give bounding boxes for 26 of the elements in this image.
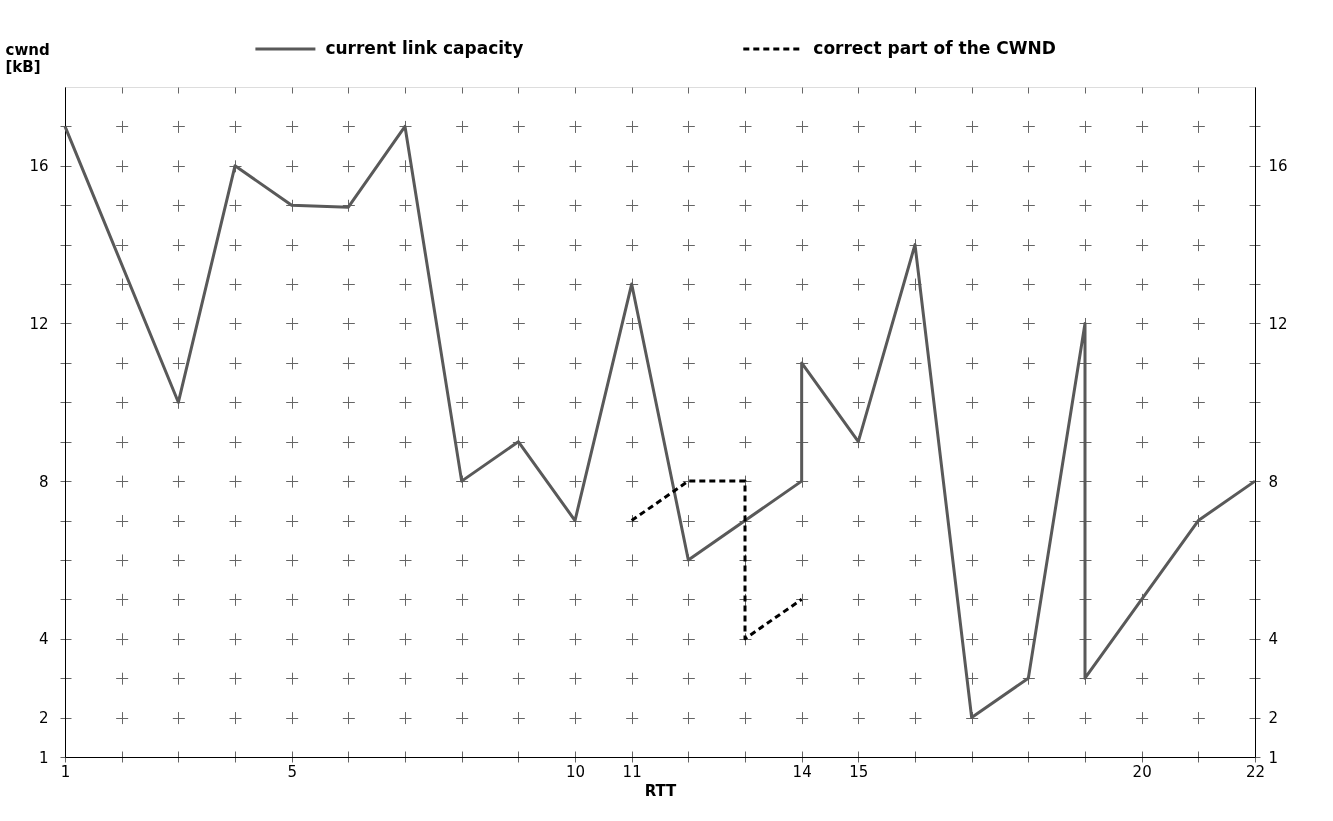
x-tick-label: 10 xyxy=(565,762,586,781)
line-series xyxy=(63,124,1257,720)
x-tick-label: 20 xyxy=(1132,762,1152,781)
y2-tick-label: 4 xyxy=(1268,630,1279,649)
x-tick-label: 22 xyxy=(1245,762,1266,781)
legend-label: correct part of the CWND xyxy=(813,38,1056,58)
y-tick-label: 16 xyxy=(29,157,49,176)
line-series xyxy=(630,479,804,641)
x-tick-label: 15 xyxy=(849,762,869,781)
y2-tick-label: 1 xyxy=(1268,748,1279,767)
x-axis-title: RTT xyxy=(644,781,678,800)
y2-tick-label: 8 xyxy=(1268,472,1279,491)
legend-label: current link capacity xyxy=(325,38,524,58)
x-tick-label: 11 xyxy=(622,762,642,781)
y-tick-label: 12 xyxy=(29,314,49,333)
y2-tick-label: 2 xyxy=(1268,709,1279,728)
x-tick-label: 5 xyxy=(287,762,297,781)
y2-tick-label: 12 xyxy=(1268,314,1288,333)
y-tick-label: 2 xyxy=(38,709,49,728)
y-axis-title: cwnd [kB] xyxy=(5,40,50,76)
y-tick-label: 8 xyxy=(38,472,49,491)
x-tick-label: 1 xyxy=(60,762,71,781)
y2-tick-label: 16 xyxy=(1268,157,1288,176)
x-tick-label: 14 xyxy=(792,762,812,781)
y-tick-label: 4 xyxy=(38,630,49,649)
y-tick-label: 1 xyxy=(38,748,49,767)
